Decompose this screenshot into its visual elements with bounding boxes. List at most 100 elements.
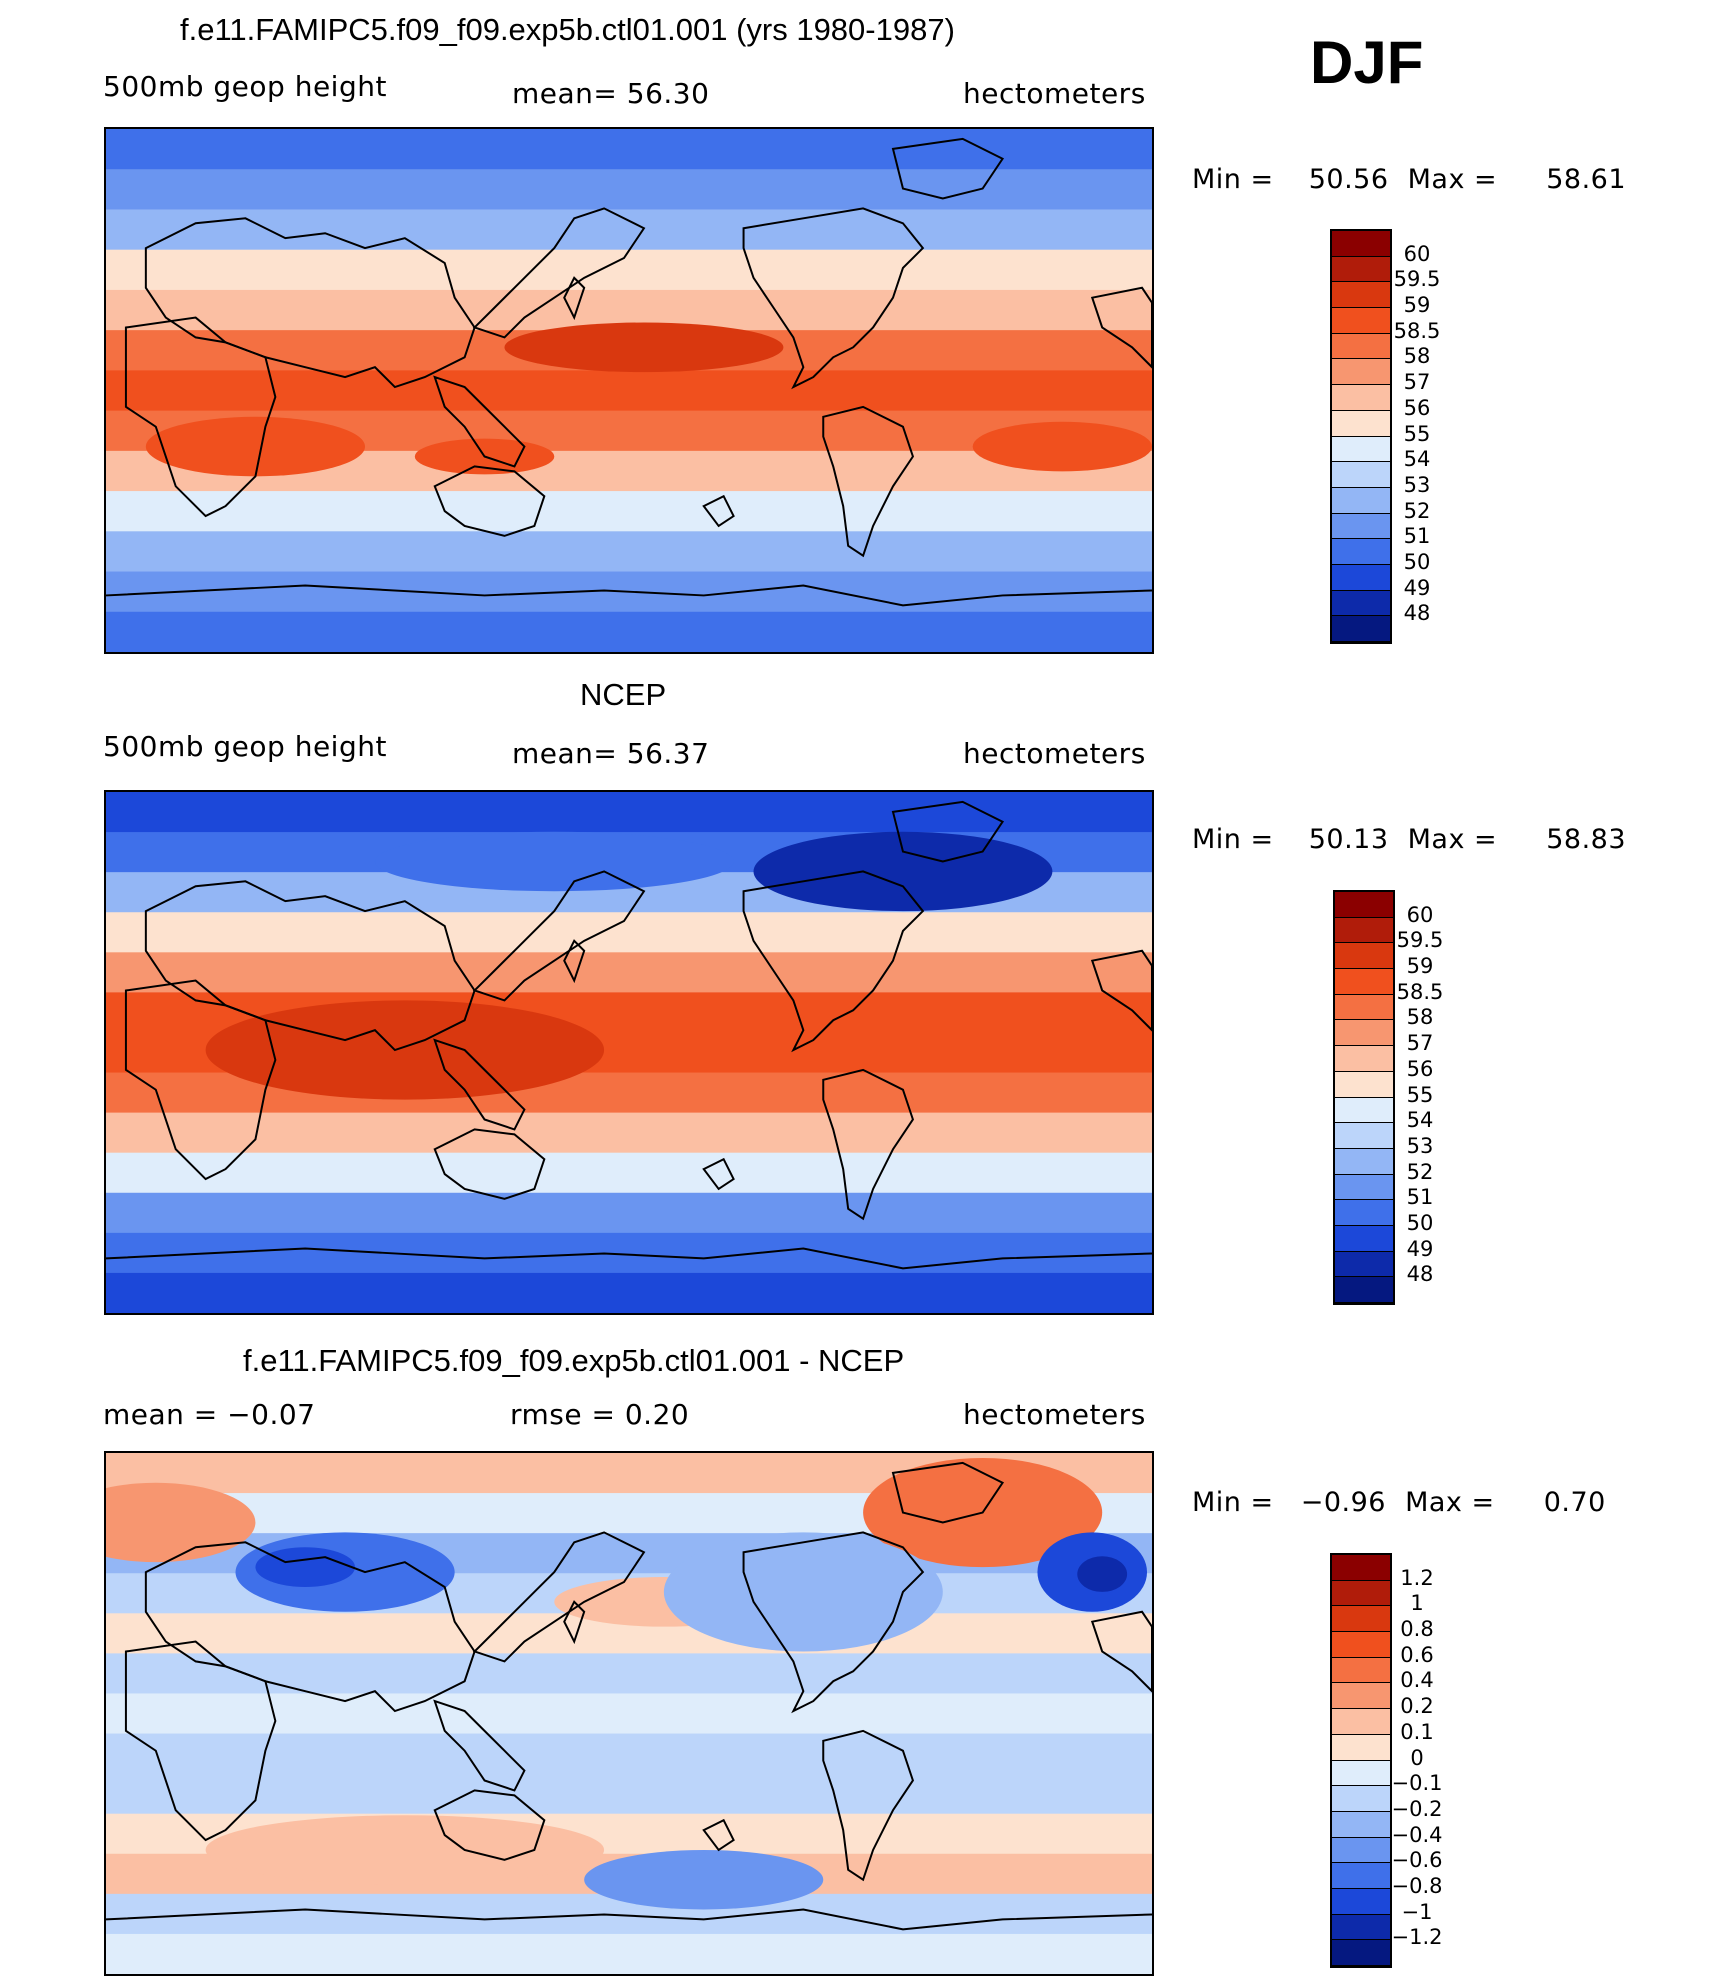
colorbar-label: 51 bbox=[1403, 524, 1431, 549]
colorbar-swatch bbox=[1335, 1225, 1393, 1252]
value-band bbox=[106, 491, 1152, 533]
colorbar-label: 60 bbox=[1406, 902, 1434, 927]
value-band bbox=[106, 531, 1152, 573]
panel2-min-label: Min = bbox=[1192, 824, 1274, 855]
panel2-units-label: hectometers bbox=[963, 737, 1146, 770]
panel3-min-value: −0.96 bbox=[1300, 1487, 1386, 1518]
coastline bbox=[144, 1541, 476, 1713]
colorbar-swatch bbox=[1332, 513, 1390, 540]
colorbar-label: 0 bbox=[1410, 1745, 1424, 1770]
panel2-mean-label: mean= 56.37 bbox=[512, 737, 710, 770]
colorbar-label: 0.8 bbox=[1400, 1617, 1434, 1642]
colorbar-swatch bbox=[1335, 1174, 1393, 1201]
coastline bbox=[1090, 949, 1152, 1032]
panel1-units-label: hectometers bbox=[963, 77, 1146, 110]
colorbar-label: 52 bbox=[1406, 1159, 1434, 1184]
colorbar-label: 60 bbox=[1403, 241, 1431, 266]
colorbar-swatch bbox=[1332, 564, 1390, 591]
colorbar-label: −0.8 bbox=[1391, 1873, 1443, 1898]
colorbar-swatch bbox=[1335, 917, 1393, 944]
anomaly-region bbox=[145, 416, 366, 477]
anomaly-region bbox=[205, 1815, 605, 1885]
colorbar-swatch bbox=[1332, 308, 1390, 334]
colorbar-swatch bbox=[1335, 1123, 1393, 1149]
colorbar-label: −0.2 bbox=[1391, 1796, 1443, 1821]
colorbar-label: −1.2 bbox=[1391, 1925, 1443, 1950]
value-band bbox=[106, 129, 1152, 171]
coastline bbox=[563, 276, 586, 321]
colorbar-swatch bbox=[1332, 282, 1390, 309]
colorbar-swatch bbox=[1335, 892, 1393, 918]
coastline bbox=[702, 1818, 735, 1852]
colorbar-label: 0.2 bbox=[1400, 1694, 1434, 1719]
colorbar-swatch bbox=[1335, 1046, 1393, 1072]
value-band bbox=[106, 912, 1152, 954]
value-band bbox=[106, 1693, 1152, 1735]
panel2-title: NCEP bbox=[580, 677, 667, 712]
colorbar-swatch bbox=[1332, 1914, 1390, 1941]
coastline bbox=[124, 979, 277, 1181]
anomaly-region bbox=[106, 1482, 256, 1563]
coastline bbox=[106, 1247, 1152, 1270]
colorbar-swatch bbox=[1335, 943, 1393, 970]
anomaly-region bbox=[205, 1000, 605, 1100]
coastline bbox=[433, 1038, 526, 1131]
colorbar-label: 53 bbox=[1403, 472, 1431, 497]
value-band bbox=[106, 209, 1152, 251]
coastline bbox=[822, 1068, 915, 1221]
colorbar-swatch bbox=[1335, 1277, 1393, 1303]
colorbar-label: 0.6 bbox=[1400, 1642, 1434, 1667]
anomaly-region bbox=[374, 831, 734, 892]
value-band bbox=[106, 1192, 1152, 1234]
panel1-colorbar bbox=[1330, 229, 1392, 644]
colorbar-swatch bbox=[1335, 1020, 1393, 1047]
panel3-max-value: 0.70 bbox=[1543, 1487, 1606, 1518]
colorbar-swatch bbox=[1335, 994, 1393, 1021]
coastline bbox=[144, 217, 476, 389]
panel2-max-label: Max = bbox=[1407, 824, 1498, 855]
panel3-units-label: hectometers bbox=[963, 1398, 1146, 1431]
coastline bbox=[472, 207, 646, 339]
panel3-max-label: Max = bbox=[1405, 1487, 1495, 1518]
panel1-map bbox=[104, 127, 1154, 654]
panel1-min-max: Min = 50.56 Max = 58.61 bbox=[1192, 164, 1626, 195]
colorbar-label: 55 bbox=[1406, 1082, 1434, 1107]
colorbar-label: 0.4 bbox=[1400, 1668, 1434, 1693]
anomaly-region bbox=[972, 421, 1152, 472]
colorbar-label: 57 bbox=[1403, 370, 1431, 395]
anomaly-region bbox=[663, 1532, 943, 1652]
value-band bbox=[106, 952, 1152, 994]
colorbar-swatch bbox=[1332, 487, 1390, 514]
coastline bbox=[106, 584, 1152, 607]
panel2-colorbar bbox=[1333, 890, 1395, 1305]
colorbar-swatch bbox=[1332, 1837, 1390, 1864]
colorbar-swatch bbox=[1332, 1555, 1390, 1581]
coastline bbox=[563, 939, 586, 984]
colorbar-swatch bbox=[1332, 1786, 1390, 1812]
panel3-map bbox=[104, 1451, 1154, 1976]
anomaly-region bbox=[584, 1849, 824, 1910]
panel2-map bbox=[104, 790, 1154, 1315]
panel2-variable-label: 500mb geop height bbox=[103, 730, 387, 763]
colorbar-swatch bbox=[1335, 1251, 1393, 1278]
colorbar-label: −1 bbox=[1401, 1899, 1433, 1924]
value-band bbox=[106, 1272, 1152, 1313]
colorbar-swatch bbox=[1332, 1863, 1390, 1889]
coastline bbox=[433, 1789, 546, 1861]
colorbar-swatch bbox=[1332, 333, 1390, 360]
panel2-min-max: Min = 50.13 Max = 58.83 bbox=[1192, 824, 1626, 855]
colorbar-label: 50 bbox=[1403, 549, 1431, 574]
panel3-title: f.e11.FAMIPC5.f09_f09.exp5b.ctl01.001 - … bbox=[243, 1343, 905, 1378]
coastline bbox=[433, 1128, 546, 1200]
colorbar-swatch bbox=[1332, 410, 1390, 437]
colorbar-swatch bbox=[1332, 1734, 1390, 1761]
season-label: DJF bbox=[1310, 29, 1424, 96]
coastline bbox=[106, 1908, 1152, 1931]
colorbar-swatch bbox=[1335, 1097, 1393, 1124]
colorbar-swatch bbox=[1332, 436, 1390, 463]
colorbar-label: 55 bbox=[1403, 421, 1431, 446]
coastline bbox=[742, 207, 925, 390]
value-band bbox=[106, 1112, 1152, 1154]
coastline bbox=[891, 137, 1005, 200]
colorbar-label: 49 bbox=[1403, 575, 1431, 600]
